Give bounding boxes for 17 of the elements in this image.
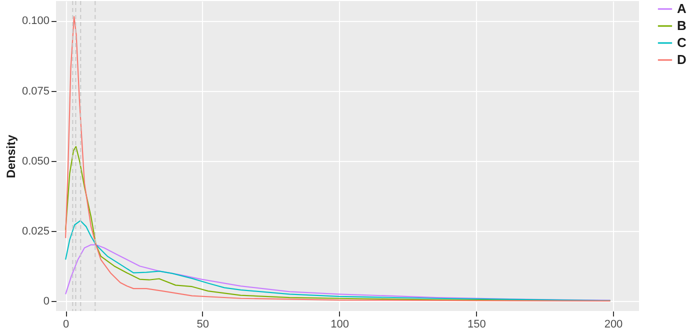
line-series [65,16,611,302]
line-series [65,220,611,302]
x-tick-label: 200 [604,318,623,330]
legend-label: A [677,1,687,16]
legend-label: B [677,18,686,33]
y-tick-label: 0.025 [22,226,50,238]
x-tick-label: 0 [63,318,70,330]
x-tick-label: 100 [330,318,349,330]
x-tick-label: 50 [196,318,210,330]
y-tick-label: 0.050 [22,155,50,168]
y-tick-label: 0.075 [22,85,50,98]
y-tick-label: 0 [43,296,50,308]
legend-label: D [677,52,686,67]
x-tick-label: 150 [467,318,486,330]
y-tick-label: 0.100 [22,15,50,28]
y-axis-title: Density [4,134,18,178]
legend-label: C [677,35,687,50]
